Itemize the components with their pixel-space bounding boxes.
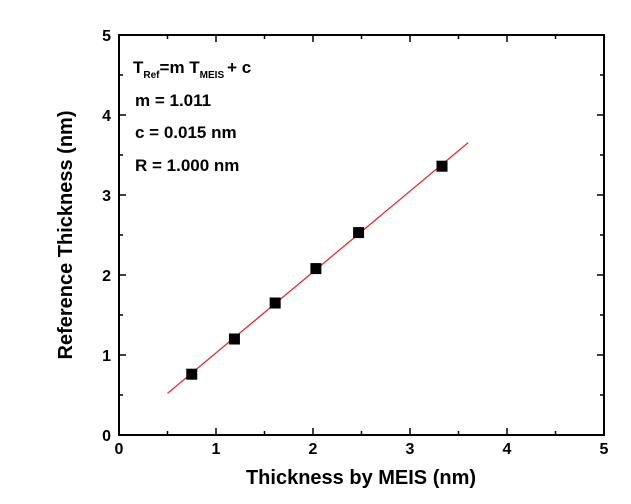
y-tick-label: 0 [102, 428, 111, 445]
fit-annotation: TRef=m TMEIS + c m = 1.011 c = 0.015 nm R… [133, 58, 251, 175]
x-tick-label: 5 [600, 441, 609, 458]
equation-end: + c [227, 58, 251, 77]
data-point [228, 333, 240, 345]
y-tick-label: 2 [102, 268, 111, 285]
data-point [353, 227, 365, 239]
data-point [186, 368, 198, 380]
equation-mid: =m T [160, 58, 201, 77]
intercept-label: c = 0.015 nm [135, 123, 237, 142]
y-tick-label: 3 [102, 188, 111, 205]
y-tick-label: 5 [102, 28, 111, 45]
y-tick-labels: 0 1 2 3 4 5 [102, 28, 111, 445]
data-point [269, 297, 281, 309]
data-point [436, 160, 448, 172]
x-tick-labels: 0 1 2 3 4 5 [115, 441, 609, 458]
r-label: R = 1.000 nm [135, 156, 239, 175]
data-points [186, 160, 448, 380]
equation-sub-meis: MEIS [200, 70, 225, 81]
equation-t: T [133, 58, 144, 77]
x-tick-label: 3 [406, 441, 415, 458]
x-axis-title: Thickness by MEIS (nm) [246, 467, 476, 489]
x-tick-label: 0 [115, 441, 124, 458]
x-tick-label: 4 [503, 441, 512, 458]
axis-ticks [118, 34, 605, 436]
equation-sub-ref: Ref [143, 70, 160, 81]
data-point [310, 263, 322, 275]
slope-label: m = 1.011 [135, 91, 211, 110]
y-tick-label: 4 [102, 108, 111, 125]
equation-line: TRef=m TMEIS + c [133, 58, 251, 81]
x-tick-label: 1 [212, 441, 221, 458]
x-tick-label: 2 [309, 441, 318, 458]
y-tick-label: 1 [102, 348, 111, 365]
y-axis-title: Reference Thickness (nm) [55, 111, 77, 360]
